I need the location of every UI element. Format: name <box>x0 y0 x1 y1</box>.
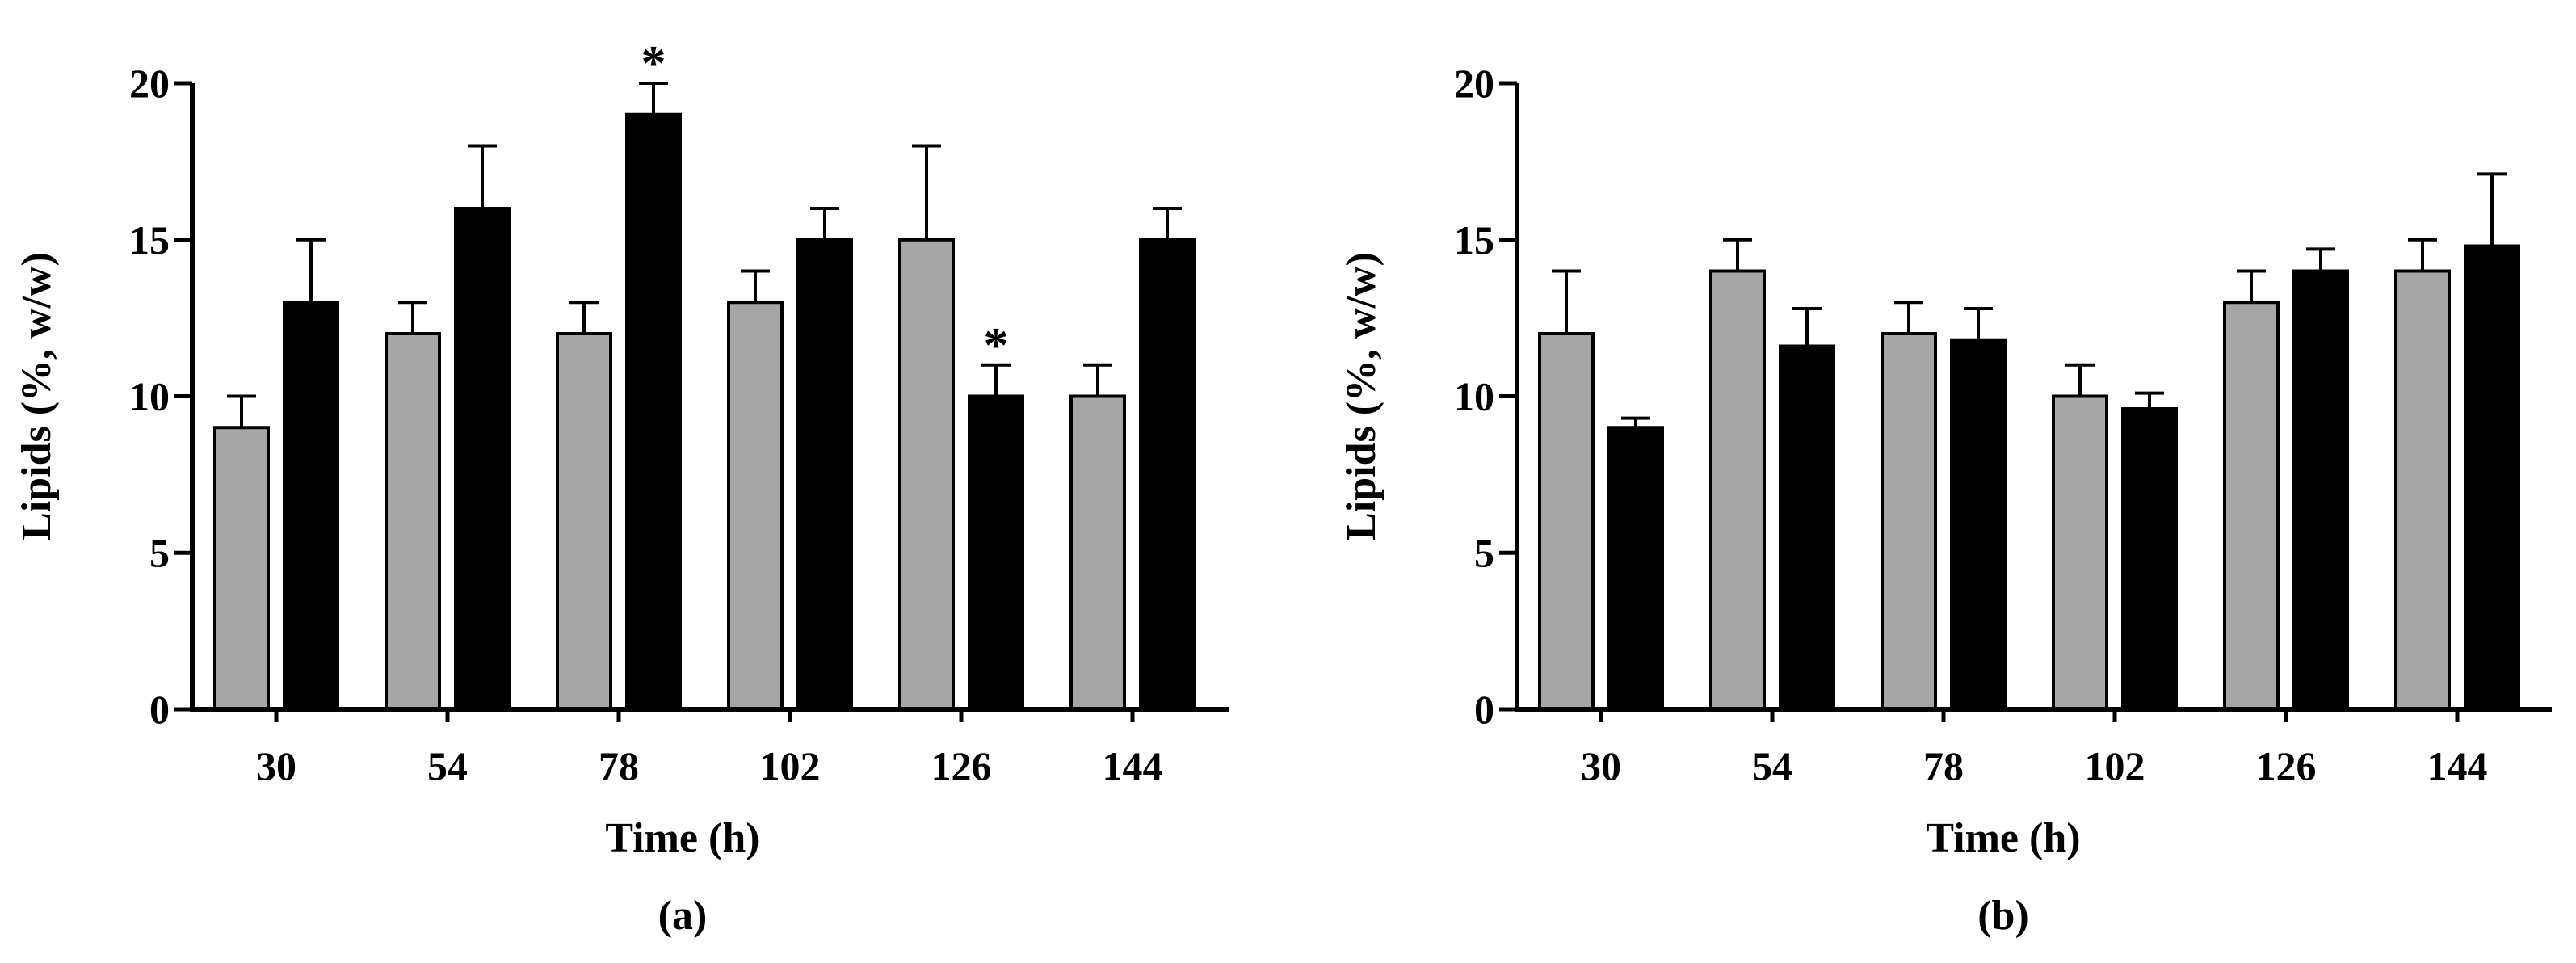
bar <box>2394 269 2451 711</box>
bar <box>1950 338 2007 711</box>
x-tick-label: 102 <box>2085 743 2145 788</box>
y-tick-label: 20 <box>129 61 170 106</box>
chart-panel-b: 30 54 78 102 126 144 0 5 10 15 20 Time (h) Lipids (%… <box>1338 61 2552 939</box>
y-tick-label: 10 <box>129 374 170 419</box>
chart-panel-a: 30 54 * 78 102 * 126 144 0 5 10 15 20 Time (h) Lipids … <box>14 36 1229 939</box>
x-tick-label: 126 <box>2256 743 2317 788</box>
y-tick-label: 0 <box>149 687 170 732</box>
x-axis-title: Time (h) <box>605 815 759 861</box>
x-tick-label: 30 <box>256 743 296 788</box>
x-tick-label: 144 <box>2427 743 2488 788</box>
y-tick-label: 10 <box>1454 374 1494 419</box>
bar <box>2292 269 2349 711</box>
y-axis-title: Lipids (%, w/w) <box>1338 252 1385 540</box>
bar <box>1709 269 1766 711</box>
x-tick-label: 102 <box>760 743 821 788</box>
x-tick-label: 30 <box>1581 743 1621 788</box>
x-tick-label: 144 <box>1103 743 1163 788</box>
panel-label: (b) <box>1977 893 2029 939</box>
x-tick-label: 54 <box>427 743 468 788</box>
significance-marker: * <box>641 36 666 91</box>
bar <box>283 301 339 711</box>
bar <box>968 394 1024 711</box>
bar <box>625 112 682 711</box>
bar <box>1538 332 1595 711</box>
bar <box>1607 426 1664 711</box>
bar <box>2223 301 2280 711</box>
x-tick-label: 78 <box>599 743 639 788</box>
bar <box>1779 344 1835 711</box>
bar <box>556 332 612 711</box>
y-tick-label: 5 <box>149 530 170 575</box>
bar <box>2121 407 2178 711</box>
bar <box>1881 332 1937 711</box>
bar <box>2464 244 2520 711</box>
significance-marker: * <box>984 318 1009 373</box>
bar <box>454 207 511 711</box>
panel-label: (a) <box>658 893 708 939</box>
bar <box>796 238 853 711</box>
y-tick-label: 20 <box>1454 61 1494 106</box>
bar <box>1069 394 1126 711</box>
y-tick-label: 5 <box>1474 530 1494 575</box>
bar <box>2052 394 2108 711</box>
y-tick-label: 15 <box>1454 217 1494 263</box>
y-tick-label: 0 <box>1474 687 1494 732</box>
bar <box>727 301 784 711</box>
bar <box>898 238 955 711</box>
x-axis-title: Time (h) <box>1926 815 2080 861</box>
bar <box>385 332 441 711</box>
x-tick-label: 78 <box>1923 743 1964 788</box>
y-axis-title: Lipids (%, w/w) <box>14 252 60 540</box>
bar <box>213 426 270 711</box>
y-tick-label: 15 <box>129 217 170 263</box>
x-tick-label: 54 <box>1752 743 1792 788</box>
bar <box>1139 238 1196 711</box>
x-tick-label: 126 <box>931 743 992 788</box>
